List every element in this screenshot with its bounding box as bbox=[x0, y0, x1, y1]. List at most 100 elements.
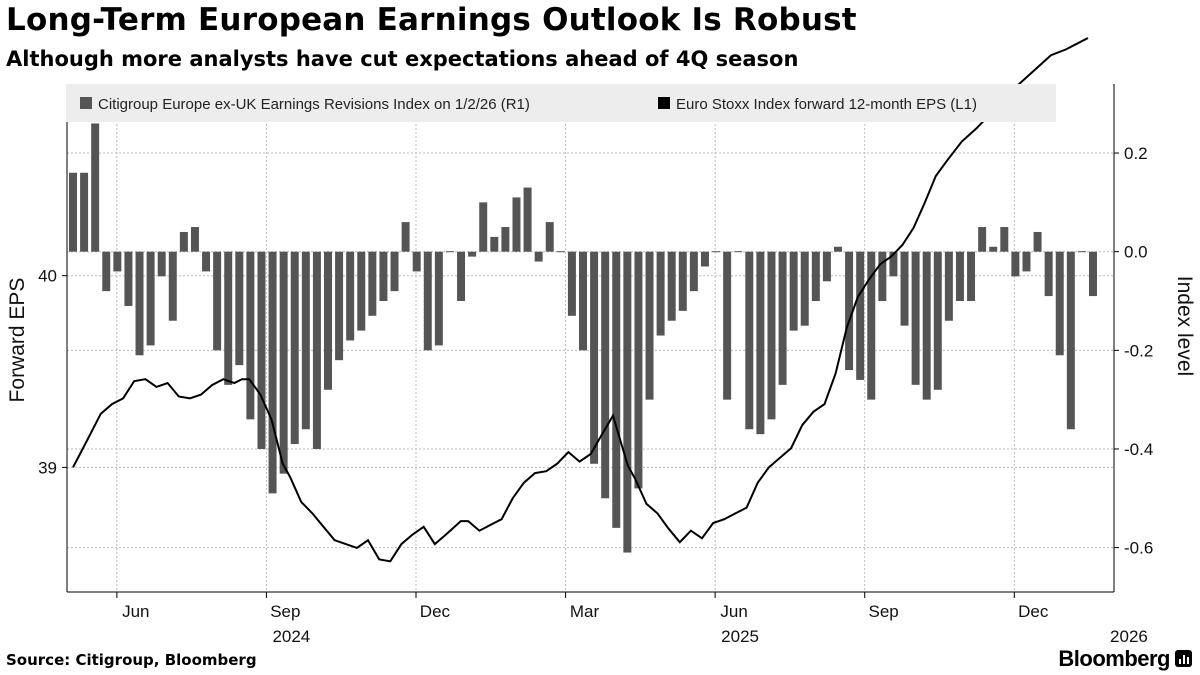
revision-bar bbox=[867, 251, 876, 400]
revision-bar bbox=[545, 222, 554, 252]
revision-bar bbox=[457, 251, 466, 302]
revision-bar bbox=[878, 251, 887, 302]
x-tick-label: Dec bbox=[1018, 602, 1049, 621]
revision-bar bbox=[678, 251, 687, 311]
revision-bar bbox=[667, 251, 676, 321]
revision-bar bbox=[246, 251, 255, 420]
chart-subtitle: Although more analysts have cut expectat… bbox=[6, 47, 799, 71]
x-tick-label: Jun bbox=[720, 602, 747, 621]
revision-bar bbox=[357, 251, 366, 331]
left-tick-label: 40 bbox=[38, 267, 57, 286]
axes-layer: 0.2 0.0 -0.2 -0.4 -0.6 39 40 Jun Sep Dec Mar Jun Sep… bbox=[6, 84, 1196, 646]
revision-bar bbox=[368, 251, 377, 316]
legend-marker-line bbox=[658, 97, 670, 109]
bloomberg-chart-icon bbox=[1175, 650, 1192, 667]
revision-bar bbox=[845, 251, 854, 371]
x-tick-label: Jun bbox=[122, 602, 149, 621]
revision-bar bbox=[922, 251, 931, 400]
revision-bar bbox=[989, 246, 998, 252]
revision-bar bbox=[700, 251, 709, 267]
revision-bar bbox=[911, 251, 920, 385]
revision-bar bbox=[1066, 251, 1075, 430]
revision-bar bbox=[290, 251, 299, 445]
revision-bar bbox=[91, 123, 100, 252]
revision-bar bbox=[268, 251, 277, 494]
revision-bar bbox=[512, 197, 521, 252]
revision-bar bbox=[523, 187, 532, 252]
revision-bar bbox=[168, 251, 177, 321]
right-tick-label: -0.4 bbox=[1124, 440, 1153, 459]
revision-bar bbox=[1055, 251, 1064, 356]
revision-bar bbox=[434, 251, 443, 346]
revision-bar bbox=[789, 251, 798, 331]
revision-bar bbox=[69, 172, 77, 252]
revision-bar bbox=[767, 251, 776, 420]
revision-bar bbox=[468, 251, 477, 257]
revision-bar bbox=[80, 172, 89, 252]
revision-bar bbox=[778, 251, 787, 385]
revision-bar bbox=[501, 227, 510, 252]
revision-bar bbox=[723, 251, 732, 400]
revision-bar bbox=[590, 251, 599, 464]
x-tick-label: Dec bbox=[420, 602, 451, 621]
revision-bar bbox=[190, 227, 199, 252]
revision-bar bbox=[213, 251, 222, 351]
revision-bar bbox=[1089, 251, 1097, 297]
revision-bar bbox=[567, 251, 576, 316]
legend: Citigroup Europe ex-UK Earnings Revision… bbox=[66, 84, 1056, 122]
revision-bar bbox=[811, 251, 820, 302]
revision-bar bbox=[612, 251, 621, 528]
right-tick-label: -0.2 bbox=[1124, 341, 1153, 360]
revision-bar bbox=[689, 251, 698, 292]
revision-bar bbox=[1033, 231, 1042, 252]
legend-label-bars: Citigroup Europe ex-UK Earnings Revision… bbox=[98, 96, 530, 113]
year-label: 2025 bbox=[721, 627, 759, 646]
revision-bar bbox=[645, 251, 654, 400]
source-note: Source: Citigroup, Bloomberg bbox=[6, 651, 257, 669]
revision-bar bbox=[102, 251, 111, 292]
legend-background bbox=[66, 84, 1056, 122]
revision-bar bbox=[324, 251, 332, 390]
revision-bar bbox=[834, 246, 842, 252]
revision-bar bbox=[900, 251, 909, 326]
legend-label-line: Euro Stoxx Index forward 12-month EPS (L… bbox=[676, 96, 977, 113]
revision-bar bbox=[756, 251, 765, 435]
bloomberg-logo: Bloomberg bbox=[1058, 646, 1170, 671]
revision-bar bbox=[656, 251, 665, 336]
revision-bar bbox=[601, 251, 610, 499]
legend-marker-bars bbox=[80, 97, 92, 109]
bars-layer bbox=[69, 123, 1097, 553]
revision-bar bbox=[135, 251, 144, 356]
revision-bar bbox=[490, 236, 499, 252]
revision-bar bbox=[257, 251, 266, 449]
revision-bar bbox=[479, 202, 488, 252]
left-tick-label: 39 bbox=[38, 458, 57, 477]
revision-bar bbox=[1044, 251, 1053, 297]
revision-bar bbox=[379, 251, 388, 302]
revision-bar bbox=[955, 251, 964, 302]
revision-bar bbox=[967, 251, 976, 302]
eps-line bbox=[72, 37, 1089, 563]
year-label: 2026 bbox=[1110, 627, 1148, 646]
revision-bar bbox=[124, 251, 133, 306]
revision-bar bbox=[401, 222, 410, 252]
line-layer bbox=[72, 37, 1089, 563]
revision-bar bbox=[312, 251, 321, 449]
revision-bar bbox=[534, 251, 543, 262]
revision-bar bbox=[1000, 227, 1009, 252]
x-tick-label: Sep bbox=[869, 602, 899, 621]
revision-bar bbox=[179, 231, 188, 252]
right-tick-label: 0.0 bbox=[1124, 243, 1148, 262]
revision-bar bbox=[279, 251, 288, 474]
revision-bar bbox=[978, 227, 987, 252]
revision-bar bbox=[623, 251, 632, 553]
right-tick-label: -0.6 bbox=[1124, 539, 1153, 558]
revision-bar bbox=[822, 251, 831, 282]
revision-bar bbox=[335, 251, 344, 361]
revision-bar bbox=[113, 251, 122, 272]
chart-title: Long-Term European Earnings Outlook Is R… bbox=[6, 2, 857, 38]
revision-bar bbox=[390, 251, 399, 292]
revision-bar bbox=[889, 251, 898, 277]
revision-bar bbox=[1011, 251, 1020, 277]
